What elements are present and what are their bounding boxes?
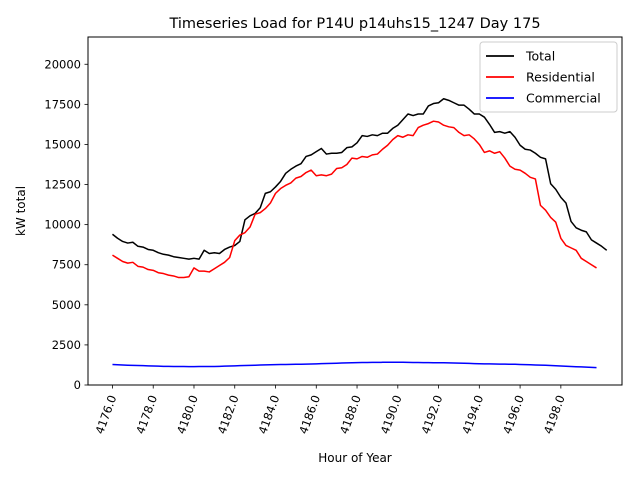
legend-label-residential: Residential xyxy=(526,70,595,85)
y-tick-label: 2500 xyxy=(52,338,81,352)
series-line-total xyxy=(111,97,608,260)
legend-box xyxy=(479,41,618,113)
y-axis-label: kW total xyxy=(14,186,28,236)
y-tick-label: 15000 xyxy=(44,137,81,151)
y-tick-label: 17500 xyxy=(44,97,81,111)
y-tick-label: 12500 xyxy=(44,178,81,192)
x-axis-label: Hour of Year xyxy=(318,451,392,465)
legend-label-total: Total xyxy=(525,49,555,64)
y-tick-label: 0 xyxy=(74,378,81,392)
legend: Total Residential Commercial xyxy=(479,41,618,113)
legend-label-commercial: Commercial xyxy=(526,91,601,106)
series-layer xyxy=(111,97,608,369)
y-tick-label: 10000 xyxy=(44,218,81,232)
y-tick-label: 20000 xyxy=(44,57,81,71)
series-line-commercial xyxy=(112,361,597,369)
chart-title: Timeseries Load for P14U p14uhs15_1247 D… xyxy=(168,16,540,32)
y-tick-label: 7500 xyxy=(52,258,81,272)
axes-frame xyxy=(87,36,623,386)
series-line-residential xyxy=(112,120,597,279)
y-tick-label: 5000 xyxy=(52,298,81,312)
